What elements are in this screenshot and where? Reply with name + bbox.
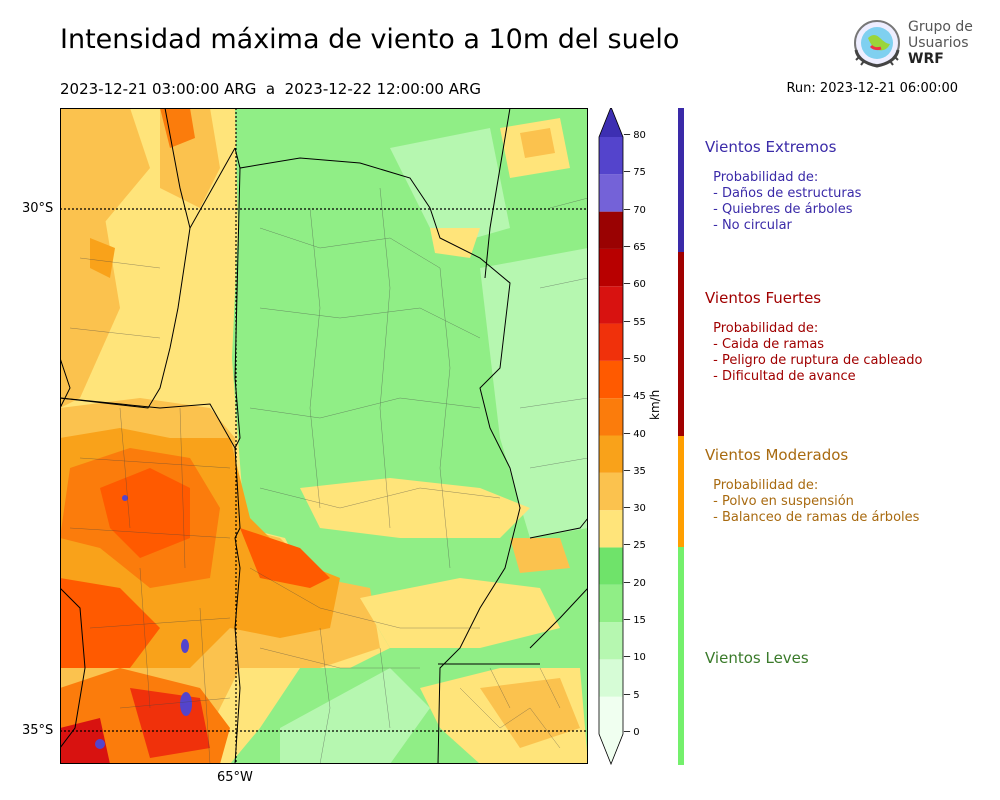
colorbar-level-10 <box>599 622 623 660</box>
colorbar-level-60 <box>599 248 623 287</box>
grupo-usuarios-wrf-logo: Grupo de Usuarios WRF <box>848 16 973 74</box>
category-extremos: Vientos Extremos Probabilidad de: - Daño… <box>705 138 975 234</box>
logo-text-line3: WRF <box>908 51 944 67</box>
colorbar-tick-label: ─ 5 <box>624 689 640 701</box>
east-orange-streaks <box>480 128 580 748</box>
colorbar-tick-label: ─ 35 <box>624 465 646 477</box>
moderate-wind-region <box>60 108 390 764</box>
wind-map-svg <box>59 107 589 765</box>
colorbar-level-30 <box>599 472 623 511</box>
colorbar-level-25 <box>599 510 623 548</box>
colorbar-level-40 <box>599 398 623 436</box>
colorbar-level-70 <box>599 174 623 212</box>
colorbar-level-35 <box>599 435 623 473</box>
colorbar-tick-label: ─ 75 <box>624 167 646 179</box>
category-bar-fuertes <box>678 252 684 436</box>
colorbar-outline <box>598 105 624 766</box>
category-moderados-title: Vientos Moderados <box>705 446 849 464</box>
colorbar-level-20 <box>599 547 623 585</box>
colorbar-tick-label: ─ 40 <box>624 428 646 440</box>
province-borders <box>59 107 589 765</box>
map-frame <box>60 108 588 764</box>
logo-text-line2: Usuarios <box>908 35 969 51</box>
colorbar-tick-label: ─ 15 <box>624 615 646 627</box>
colorbar-level-15 <box>599 584 623 623</box>
colorbar-svg <box>598 105 624 766</box>
category-fuertes: Vientos Fuertes Probabilidad de: - Caida… <box>705 289 975 385</box>
category-moderados-desc: Probabilidad de: - Polvo en suspensión -… <box>713 478 920 525</box>
colorbar-tick-label: ─ 45 <box>624 391 646 403</box>
category-moderados: Vientos Moderados Probabilidad de: - Pol… <box>705 446 975 526</box>
category-leves-title: Vientos Leves <box>705 649 809 667</box>
category-extremos-desc: Probabilidad de: - Daños de estructuras … <box>713 170 862 233</box>
colorbar <box>596 105 626 768</box>
colorbar-tick-label: ─ 30 <box>624 503 646 515</box>
colorbar-level-45 <box>599 360 623 399</box>
category-fuertes-title: Vientos Fuertes <box>705 289 822 307</box>
colorbar-tick-label: ─ 0 <box>624 727 640 738</box>
graticule <box>60 108 588 764</box>
map-title: Intensidad máxima de viento a 10m del su… <box>60 24 680 55</box>
colorbar-level-5 <box>599 659 623 697</box>
colorbar-level-75 <box>599 137 623 175</box>
logo-text-line1: Grupo de <box>908 19 973 35</box>
colorbar-tick-label: ─ 10 <box>624 652 646 664</box>
colorbar-level-50 <box>599 323 623 361</box>
colorbar-tick-label: ─ 25 <box>624 540 646 552</box>
colorbar-tick-label: ─ 70 <box>624 204 646 216</box>
run-timestamp: Run: 2023-12-21 06:00:00 <box>786 81 958 96</box>
light-wind-patches <box>280 128 588 764</box>
department-borders <box>69 187 589 765</box>
extreme-wind-spots <box>95 495 192 749</box>
colorbar-level-55 <box>599 286 623 324</box>
category-bar-moderados <box>678 436 684 547</box>
lat-label-30s: 30°S <box>22 201 54 216</box>
colorbar-tick-label: ─ 50 <box>624 353 646 365</box>
colorbar-tick-label: ─ 55 <box>624 316 646 328</box>
colorbar-level-0 <box>599 696 623 734</box>
colorbar-unit: km/h <box>648 389 662 420</box>
colorbar-level-65 <box>599 211 623 249</box>
category-bar-leves <box>678 547 684 765</box>
lon-label-65w: 65°W <box>217 770 253 785</box>
colorbar-tick-label: ─ 80 <box>624 130 646 141</box>
category-fuertes-desc: Probabilidad de: - Caida de ramas - Peli… <box>713 321 923 384</box>
wind-map <box>59 107 589 765</box>
colorbar-extend-low <box>599 734 623 764</box>
forecast-period: 2023-12-21 03:00:00 ARG a 2023-12-22 12:… <box>60 80 482 98</box>
colorbar-tick-label: ─ 60 <box>624 279 646 291</box>
globe-icon <box>854 20 900 68</box>
colorbar-tick-label: ─ 65 <box>624 241 646 253</box>
colorbar-extend-high <box>599 107 623 137</box>
category-extremos-title: Vientos Extremos <box>705 138 837 156</box>
category-leves: Vientos Leves <box>705 649 975 685</box>
lat-label-35s: 35°S <box>22 723 54 738</box>
colorbar-tick-label: ─ 20 <box>624 577 646 589</box>
category-bar-extremos <box>678 108 684 252</box>
